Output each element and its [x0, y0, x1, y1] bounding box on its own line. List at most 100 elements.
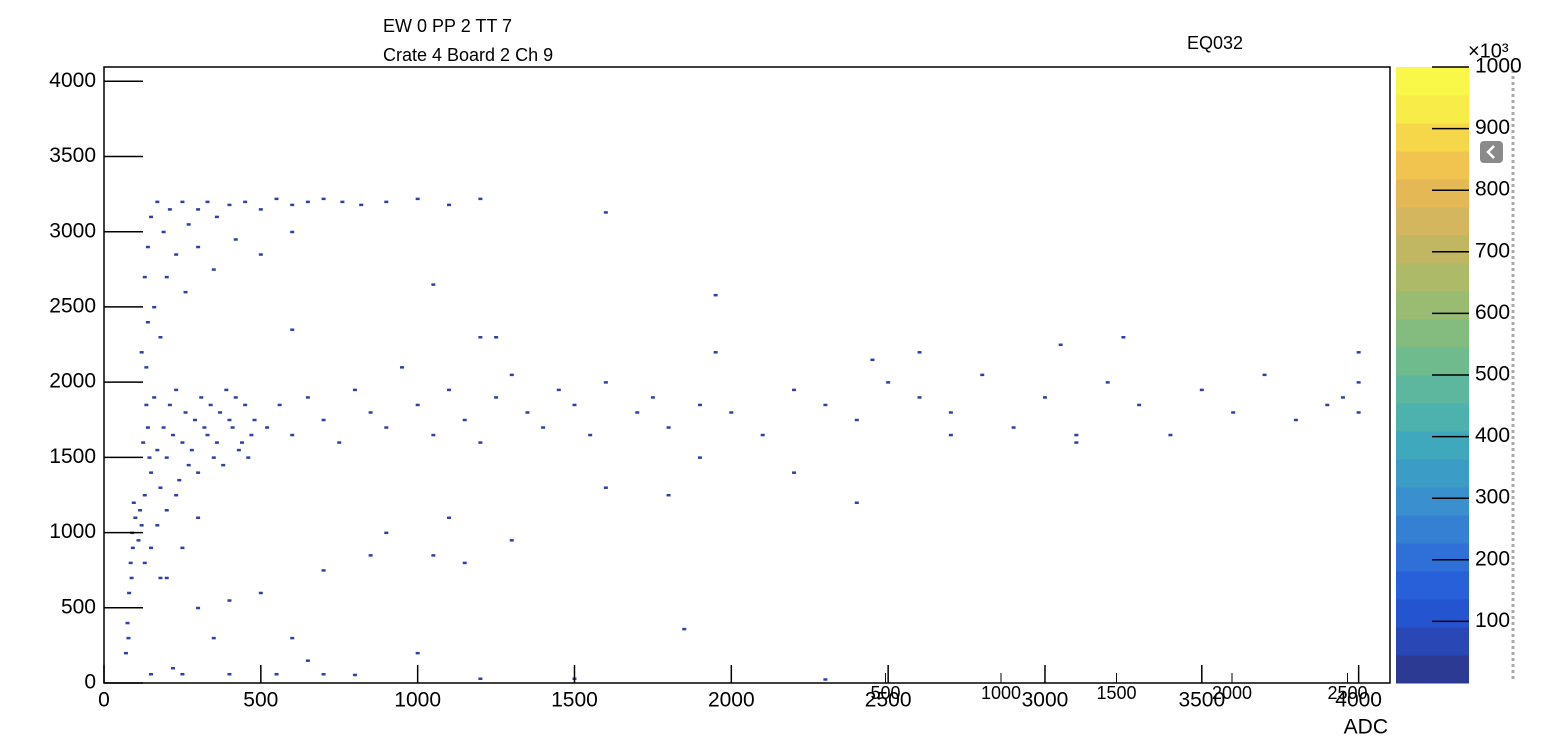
y-tick-label: 4000 [49, 69, 96, 92]
point [854, 418, 859, 422]
point [211, 456, 216, 459]
point [186, 223, 191, 226]
y-tick-label: 500 [61, 595, 96, 618]
title-line: EW 0 PP 2 TT 7 [383, 16, 512, 36]
point [368, 411, 373, 414]
point [431, 283, 436, 286]
z-tick-label: 400 [1475, 424, 1510, 447]
point [192, 418, 197, 422]
palette-cell [1396, 207, 1469, 236]
point [760, 433, 765, 437]
point [1231, 411, 1236, 414]
point [142, 275, 147, 279]
point [164, 275, 169, 279]
point [136, 539, 141, 542]
point [208, 403, 213, 407]
y-tick-label: 3000 [49, 219, 96, 242]
point [1137, 403, 1142, 407]
point [138, 509, 143, 512]
plot-frame [103, 66, 1391, 684]
point [352, 673, 357, 677]
point [886, 381, 891, 384]
palette-cell [1396, 515, 1469, 544]
x-tick-label: 3000 [1022, 689, 1069, 712]
point [384, 200, 389, 204]
point [186, 463, 191, 467]
point [399, 366, 404, 369]
point [447, 388, 452, 392]
x-axis-label: ADC [1344, 716, 1388, 739]
x2-tick-label: 500 [870, 683, 900, 703]
point [161, 426, 166, 429]
z-tick-label: 200 [1475, 547, 1510, 570]
point [1199, 388, 1204, 392]
point [221, 463, 226, 467]
point [152, 305, 157, 309]
point [321, 197, 326, 201]
point [603, 381, 608, 384]
point [180, 546, 185, 550]
x2-tick-label: 2000 [1212, 683, 1252, 703]
point [352, 388, 357, 392]
point [147, 456, 152, 459]
point [180, 441, 185, 444]
point [384, 426, 389, 429]
point [196, 208, 201, 211]
point [158, 336, 163, 339]
point [196, 471, 201, 474]
point [227, 599, 232, 602]
point [697, 403, 702, 407]
point [431, 554, 436, 557]
point [258, 591, 263, 595]
point [917, 351, 922, 354]
palette-cell [1396, 151, 1469, 180]
point [1262, 373, 1267, 377]
point [603, 211, 608, 214]
point [202, 426, 207, 429]
point [1121, 336, 1126, 339]
point [290, 636, 295, 640]
point [340, 200, 345, 204]
point [174, 493, 179, 497]
point [180, 672, 185, 676]
point [368, 554, 373, 557]
point [145, 320, 150, 324]
point [509, 373, 514, 377]
point [149, 546, 154, 550]
point [462, 561, 467, 565]
point [224, 388, 229, 392]
x2-tick-label: 1500 [1096, 683, 1136, 703]
y-tick-label: 0 [84, 671, 96, 694]
point [139, 351, 144, 354]
point [164, 509, 169, 512]
point [246, 456, 251, 459]
point [1168, 433, 1173, 437]
palette-cell [1396, 459, 1469, 488]
point [697, 456, 702, 459]
y-tick-label: 1000 [49, 520, 96, 543]
point [1340, 396, 1345, 399]
z-multiplier: ×10³ [1468, 40, 1509, 62]
point [130, 546, 135, 550]
point [415, 197, 420, 201]
collapse-button[interactable] [1480, 141, 1503, 163]
palette-cell [1396, 263, 1469, 292]
point [243, 403, 248, 407]
point [948, 433, 953, 437]
point [243, 200, 248, 204]
point [1074, 441, 1079, 444]
point [227, 203, 232, 207]
point [189, 448, 194, 452]
palette-cell [1396, 655, 1469, 684]
point [144, 403, 149, 407]
point [980, 373, 985, 377]
z-tick-label: 1000 [1475, 55, 1522, 78]
point [167, 403, 172, 407]
point [290, 230, 295, 234]
palette-cell [1396, 627, 1469, 656]
point [1356, 411, 1361, 414]
point [205, 200, 210, 204]
point [128, 561, 133, 565]
point [133, 516, 138, 520]
point [277, 403, 282, 407]
